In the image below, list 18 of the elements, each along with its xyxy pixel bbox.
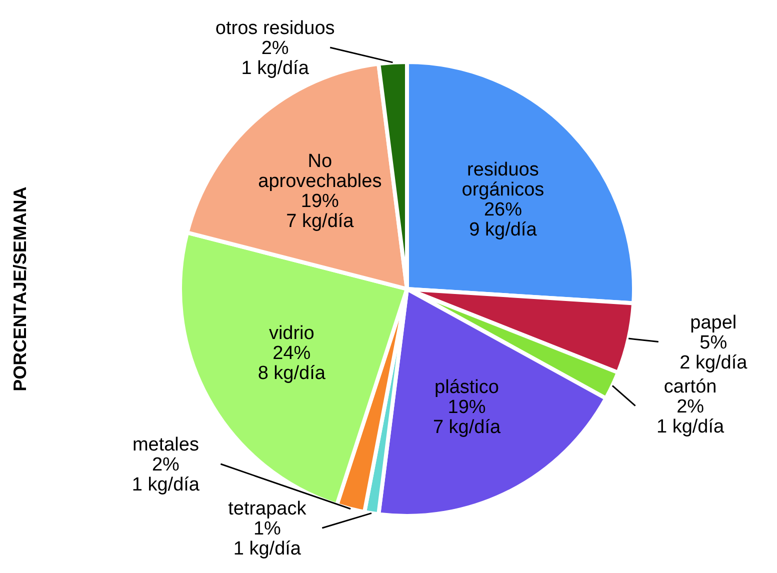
slice-label: plástico: [434, 376, 499, 398]
slice-label: No aprovechables: [258, 150, 382, 192]
slice-label: cartón: [664, 376, 717, 398]
text: PORCENTAJE/SEMANA: [10, 186, 30, 392]
data-label: 2% 1 kg/día: [241, 38, 310, 80]
slice-label: papel: [690, 312, 737, 334]
slice-label: tetrapack: [228, 498, 307, 520]
data-label: 1% 1 kg/día: [233, 518, 302, 560]
data-label: 19% 7 kg/día: [432, 396, 502, 438]
data-label: 24% 8 kg/día: [258, 343, 326, 384]
slice-label: residuos orgánicos: [462, 160, 544, 201]
slice-label: metales: [132, 434, 199, 456]
data-label: 19% 7 kg/día: [286, 190, 354, 232]
slice-label: otros residuos: [215, 18, 335, 40]
data-label: 2% 1 kg/día: [132, 454, 200, 496]
data-label: 26% 9 kg/día: [469, 200, 538, 241]
slice-label: vidrio: [268, 323, 314, 344]
data-label: 2% 1 kg/día: [656, 396, 725, 438]
